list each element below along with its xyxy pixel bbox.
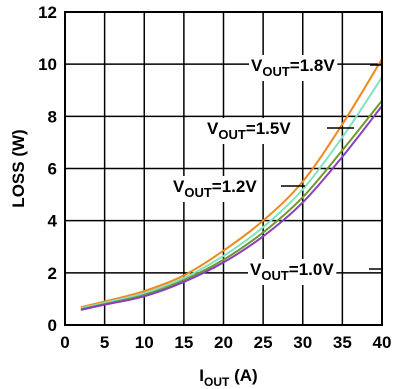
- annotation-sub: OUT: [184, 185, 212, 200]
- annotation-1: VOUT=1.5V: [205, 118, 354, 144]
- series-lines: [80, 58, 383, 311]
- annotation-sub: OUT: [262, 64, 290, 79]
- annotation-bg: [171, 176, 260, 202]
- annotation-main: V: [207, 119, 219, 138]
- annotation-value: =1.2V: [212, 177, 258, 196]
- x-tick-label: 20: [214, 333, 233, 352]
- plot-frame: [64, 11, 383, 326]
- x-tick-label: 40: [373, 333, 392, 352]
- x-tick-label: 30: [293, 333, 312, 352]
- x-axis-label: IOUT (A): [199, 366, 257, 389]
- y-tick-label: 4: [48, 212, 58, 231]
- y-tick-labels: 0 2 4 6 8 10 12: [38, 3, 57, 335]
- x-tick-label: 10: [135, 333, 154, 352]
- annotation-bg: [205, 118, 294, 144]
- annotation-label: VOUT=1.8V: [251, 56, 335, 79]
- x-axis-label-main: I: [199, 366, 204, 385]
- y-tick-label: 8: [48, 107, 57, 126]
- annotation-main: V: [173, 177, 185, 196]
- series-line-0: [80, 58, 383, 309]
- series-line-1: [80, 76, 383, 310]
- annotation-2: VOUT=1.2V: [171, 176, 305, 202]
- annotation-sub: OUT: [218, 127, 246, 142]
- annotation-bg: [249, 55, 338, 81]
- annotation-sub: OUT: [261, 268, 289, 283]
- annotation-3: VOUT=1.0V: [248, 259, 382, 285]
- y-tick-label: 12: [38, 3, 57, 22]
- x-tick-label: 0: [60, 333, 69, 352]
- annotation-label: VOUT=1.5V: [207, 119, 291, 142]
- annotation-value: =1.0V: [289, 260, 335, 279]
- x-axis-label-sub: OUT: [204, 375, 230, 389]
- x-axis-label-unit: (A): [229, 366, 257, 385]
- x-tick-label: 15: [174, 333, 193, 352]
- annotation-0: VOUT=1.8V: [249, 55, 382, 81]
- annotation-value: =1.8V: [290, 56, 336, 75]
- y-tick-label: 10: [38, 55, 57, 74]
- y-tick-label: 6: [48, 160, 57, 179]
- x-tick-label: 35: [333, 333, 352, 352]
- y-axis-label: LOSS (W): [9, 129, 28, 207]
- annotation-label: VOUT=1.0V: [250, 260, 334, 283]
- y-tick-label: 0: [48, 316, 57, 335]
- x-tick-label: 5: [100, 333, 109, 352]
- annotation-label: VOUT=1.2V: [173, 177, 257, 200]
- y-tick-label: 2: [48, 264, 57, 283]
- annotation-main: V: [250, 260, 262, 279]
- x-tick-label: 25: [254, 333, 273, 352]
- annotation-value: =1.5V: [246, 119, 292, 138]
- x-tick-labels: 0 5 10 15 20 25 30 35 40: [60, 333, 391, 352]
- annotation-main: V: [251, 56, 263, 75]
- annotation-bg: [248, 259, 337, 285]
- series-line-3: [80, 105, 383, 311]
